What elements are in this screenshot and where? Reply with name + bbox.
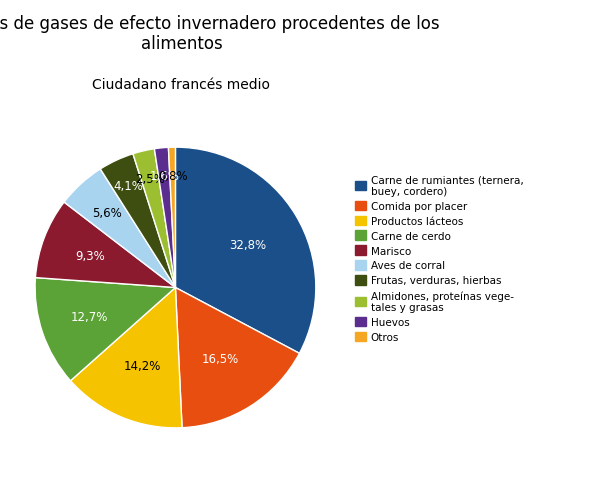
Wedge shape [133, 149, 175, 288]
Text: 12,7%: 12,7% [70, 311, 108, 324]
Wedge shape [154, 148, 175, 288]
Text: 2,5%: 2,5% [135, 172, 165, 185]
Wedge shape [35, 278, 175, 381]
Text: 0,8%: 0,8% [158, 169, 188, 183]
Wedge shape [175, 148, 316, 354]
Text: 9,3%: 9,3% [75, 249, 105, 262]
Text: Emisiones de gases de efecto invernadero procedentes de los
alimentos: Emisiones de gases de efecto invernadero… [0, 15, 439, 53]
Text: 16,5%: 16,5% [202, 352, 239, 366]
Wedge shape [100, 154, 175, 288]
Text: 5,6%: 5,6% [93, 207, 122, 220]
Text: 14,2%: 14,2% [124, 359, 162, 372]
Wedge shape [168, 148, 175, 288]
Wedge shape [71, 288, 182, 428]
Text: 1,6%: 1,6% [149, 170, 179, 183]
Legend: Carne de rumiantes (ternera,
buey, cordero), Comida por placer, Productos lácteo: Carne de rumiantes (ternera, buey, corde… [353, 173, 526, 345]
Wedge shape [175, 288, 299, 428]
Text: 32,8%: 32,8% [229, 238, 266, 251]
Wedge shape [36, 203, 175, 288]
Text: Ciudadano francés medio: Ciudadano francés medio [93, 78, 270, 92]
Wedge shape [64, 170, 175, 288]
Text: 4,1%: 4,1% [113, 180, 143, 193]
